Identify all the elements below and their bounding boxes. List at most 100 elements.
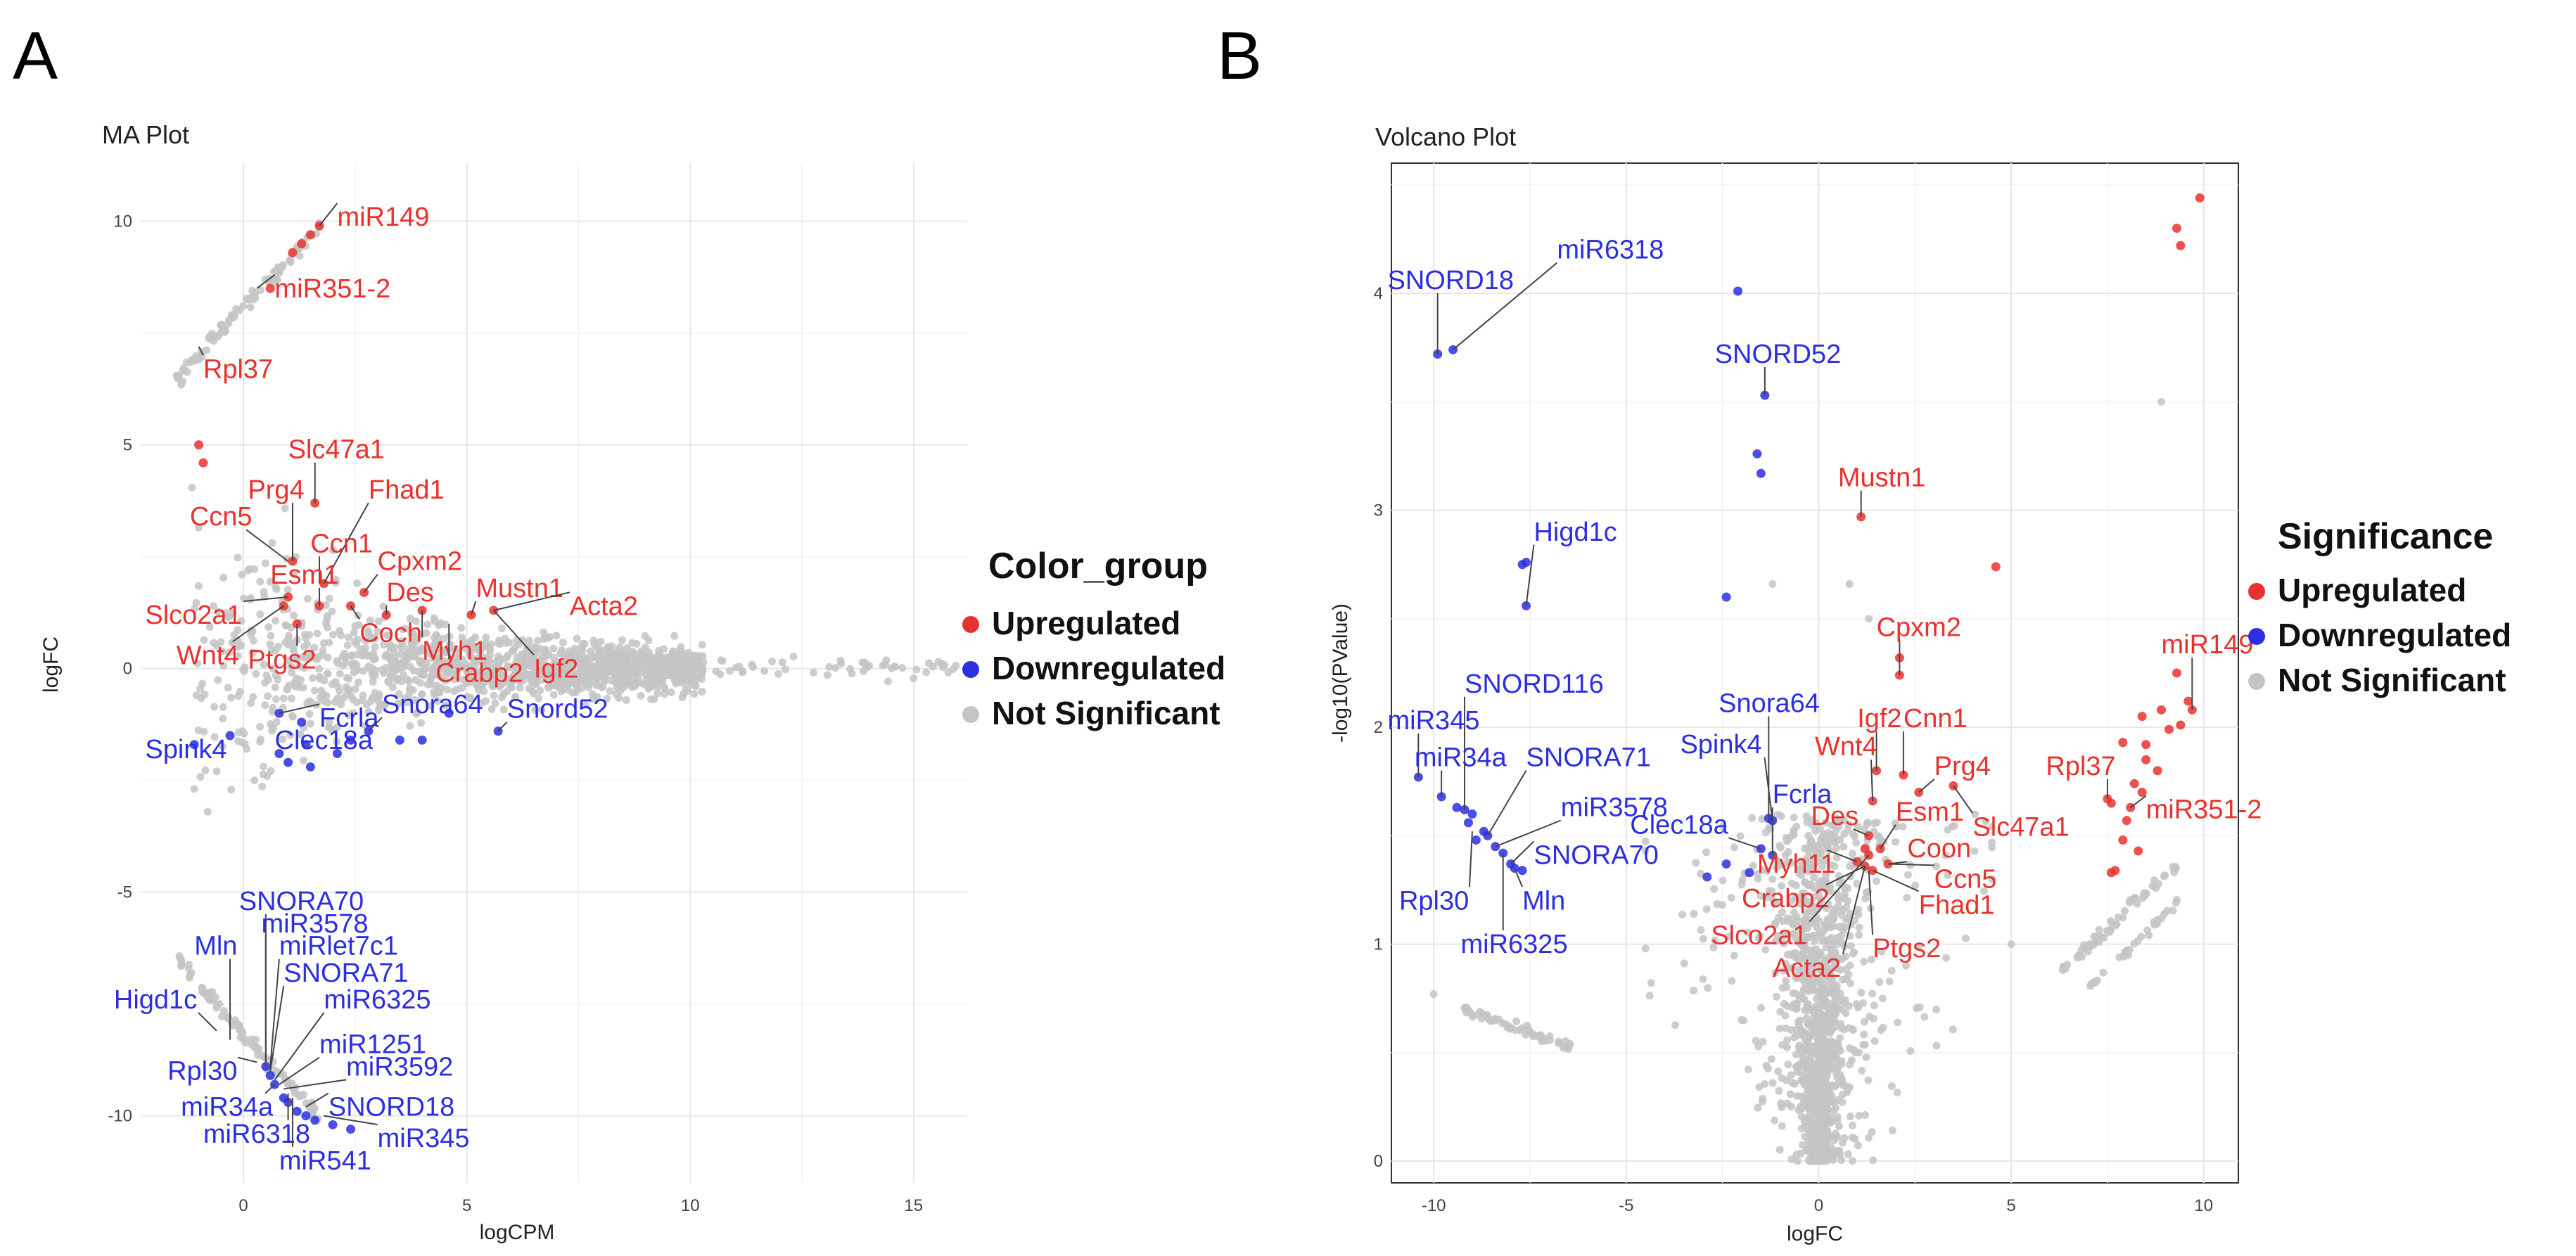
ma-plot-legend-title: Color_group: [988, 546, 1208, 587]
volcano-plot-not-significant-point: [1710, 885, 1719, 893]
ma-plot-not-significant-point: [407, 629, 416, 638]
ma-plot-not-significant-point: [353, 579, 362, 588]
volcano-plot-not-significant-point: [1889, 1126, 1897, 1134]
ma-plot-not-significant-point: [408, 640, 416, 648]
ma-plot-not-significant-point: [749, 663, 758, 672]
ma-plot-not-significant-point: [831, 664, 840, 672]
volcano-plot-gene-label: miR351-2: [2146, 795, 2262, 825]
ma-plot-not-significant-point: [530, 689, 538, 698]
ma-plot-not-significant-point: [398, 625, 407, 634]
ma-plot-not-significant-point: [941, 661, 949, 669]
ma-plot-not-significant-point: [212, 767, 221, 776]
volcano-plot-not-significant-point: [2152, 920, 2160, 928]
ma-plot-not-significant-point: [620, 664, 629, 672]
volcano-plot-label-leader-line: [1870, 760, 1874, 802]
ma-plot-not-significant-point: [247, 699, 255, 707]
ma-plot-not-significant-point: [296, 730, 305, 738]
ma-plot-not-significant-point: [288, 712, 297, 720]
ma-plot-upregulated-point: [305, 230, 315, 240]
volcano-plot-not-significant-point: [1961, 934, 1970, 942]
ma-plot-not-significant-point: [214, 607, 222, 615]
ma-plot-not-significant-point: [523, 645, 531, 653]
volcano-plot-not-significant-point: [1783, 983, 1791, 992]
ma-plot-gene-label: miR149: [337, 203, 429, 232]
ma-plot-not-significant-point: [266, 577, 274, 586]
ma-plot-upregulated-point: [194, 440, 204, 450]
volcano-plot-legend: Significance Upregulated Downregulated Not…: [2248, 516, 2511, 698]
volcano-plot-not-significant-point: [2107, 925, 2115, 934]
ma-plot-not-significant-point: [457, 624, 466, 632]
ma-plot-gene-label: Des: [386, 578, 434, 608]
panel-letter-a: A: [13, 18, 58, 94]
ma-plot-not-significant-point: [435, 688, 443, 697]
ma-plot-label-leader-line: [237, 1056, 257, 1063]
ma-plot-not-significant-point: [540, 628, 548, 636]
volcano-plot-gene-label: Fhad1: [1919, 890, 1995, 920]
volcano-plot-not-significant-point: [1690, 986, 1698, 994]
ma-plot-gene-label: Mustn1: [476, 574, 563, 603]
ma-plot-not-significant-point: [189, 354, 198, 363]
volcano-plot-not-significant-point: [1858, 1066, 1866, 1075]
ma-plot-gene-label: Coch: [359, 618, 422, 648]
volcano-plot-not-significant-point: [1702, 905, 1711, 914]
volcano-plot-not-significant-point: [1697, 925, 1705, 934]
ma-plot-not-significant-point: [261, 701, 269, 710]
ma-plot-not-significant-point: [210, 639, 218, 647]
ma-plot-not-significant-point: [439, 646, 447, 655]
volcano-plot-not-significant-point: [2121, 906, 2129, 915]
ma-plot-not-significant-point: [241, 740, 249, 748]
volcano-plot-not-significant-point: [1942, 954, 1951, 962]
ma-plot-not-significant-point: [366, 616, 374, 624]
ma-plot-not-significant-point: [188, 483, 196, 492]
ma-plot-label-leader-line: [269, 985, 285, 1072]
volcano-plot-not-significant-point: [2145, 931, 2153, 940]
ma-plot-not-significant-point: [232, 305, 241, 313]
volcano-plot-x-tick-label: 0: [1814, 1196, 1823, 1215]
ma-plot-not-significant-point: [884, 677, 892, 686]
volcano-plot-not-significant-point: [1844, 1150, 1852, 1158]
volcano-plot-not-significant-point: [1788, 1003, 1797, 1011]
ma-plot-not-significant-point: [177, 380, 186, 389]
ma-plot-not-significant-point: [573, 634, 581, 643]
volcano-plot-not-significant-point: [1825, 985, 1834, 993]
volcano-plot-not-significant-point: [1841, 996, 1849, 1004]
ma-plot-not-significant-point: [272, 646, 280, 655]
ma-plot-not-significant-point: [267, 720, 275, 729]
volcano-plot-downregulated-point: [1721, 859, 1731, 869]
ma-plot-not-significant-point: [198, 352, 206, 361]
ma-plot-not-significant-point: [196, 772, 205, 781]
ma-plot-not-significant-point: [760, 667, 769, 675]
ma-plot-not-significant-point: [415, 648, 423, 656]
volcano-plot-not-significant-point: [2142, 890, 2150, 898]
volcano-plot-gene-label: SNORD116: [1465, 669, 1604, 699]
volcano-plot-not-significant-point: [1816, 835, 1825, 844]
ma-plot-not-significant-point: [256, 577, 264, 586]
volcano-plot-not-significant-point: [1775, 1025, 1784, 1033]
volcano-plot-not-significant-point: [1816, 1079, 1824, 1087]
ma-plot-legend-key: [962, 661, 979, 678]
ma-plot-not-significant-point: [453, 685, 461, 693]
volcano-plot-not-significant-point: [2084, 947, 2092, 956]
ma-plot-not-significant-point: [480, 665, 489, 673]
ma-plot-not-significant-point: [350, 637, 359, 646]
volcano-plot-upregulated-point: [2137, 712, 2147, 722]
volcano-plot-not-significant-point: [1809, 1108, 1818, 1117]
ma-plot-not-significant-point: [540, 662, 549, 671]
ma-plot-gene-label: Esm1: [270, 560, 338, 590]
ma-plot-not-significant-point: [256, 722, 264, 731]
ma-plot-not-significant-point: [214, 333, 222, 341]
volcano-plot-not-significant-point: [1736, 832, 1745, 840]
ma-plot-legend-key: [962, 616, 979, 633]
ma-plot-not-significant-point: [588, 690, 597, 698]
ma-plot-not-significant-point: [529, 643, 537, 651]
ma-plot-not-significant-point: [248, 648, 257, 657]
ma-plot-not-significant-point: [469, 658, 478, 666]
ma-plot-not-significant-point: [427, 673, 435, 681]
ma-plot-not-significant-point: [375, 690, 383, 698]
ma-plot-not-significant-point: [369, 670, 377, 679]
ma-plot-not-significant-point: [337, 632, 345, 640]
ma-plot-not-significant-point: [331, 698, 339, 706]
ma-plot-gene-label: Wnt4: [177, 641, 239, 670]
ma-plot-not-significant-point: [638, 679, 646, 687]
volcano-plot-gene-label: Cnn1: [1904, 704, 1968, 733]
